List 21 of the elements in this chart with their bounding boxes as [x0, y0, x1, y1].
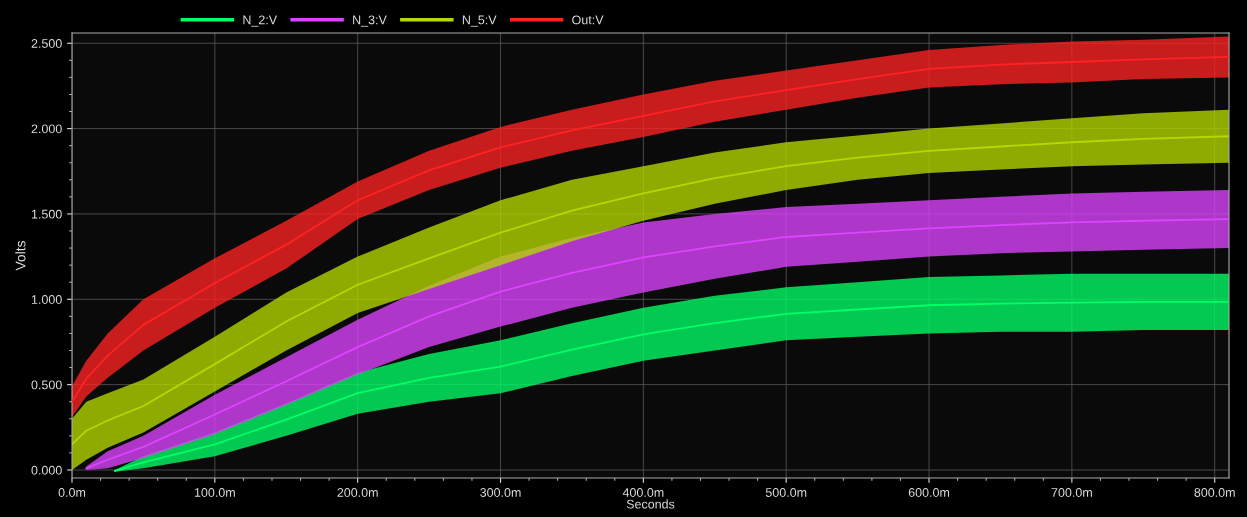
- legend-label: N_3:V: [353, 15, 387, 27]
- y-tick-label: 2.500: [31, 39, 62, 48]
- y-tick-label: 1.500: [31, 209, 62, 219]
- y-tick-label: 2.000: [31, 124, 62, 134]
- y-tick-label: 0.000: [31, 465, 62, 475]
- y-tick-label: 1.000: [31, 295, 62, 304]
- legend-label: N_5:V: [462, 15, 497, 27]
- x-tick-label: 700.0m: [1051, 488, 1092, 497]
- x-tick-label: 600.0m: [908, 488, 950, 497]
- x-tick-label: 300.0m: [480, 488, 521, 497]
- legend-label: Out:V: [572, 15, 604, 25]
- y-axis-title: Volts: [15, 240, 26, 271]
- y-tick-label: 0.500: [31, 380, 62, 390]
- x-tick-label: 500.0m: [765, 488, 807, 497]
- x-tick-label: 100.0m: [194, 488, 235, 497]
- legend-label: N_2:V: [243, 15, 278, 27]
- x-tick-label: 0.0m: [58, 488, 86, 497]
- x-axis-title: Seconds: [626, 499, 675, 509]
- x-tick-label: 800.0m: [1194, 488, 1235, 497]
- x-tick-label: 200.0m: [337, 488, 378, 497]
- x-tick-label: 400.0m: [622, 488, 664, 497]
